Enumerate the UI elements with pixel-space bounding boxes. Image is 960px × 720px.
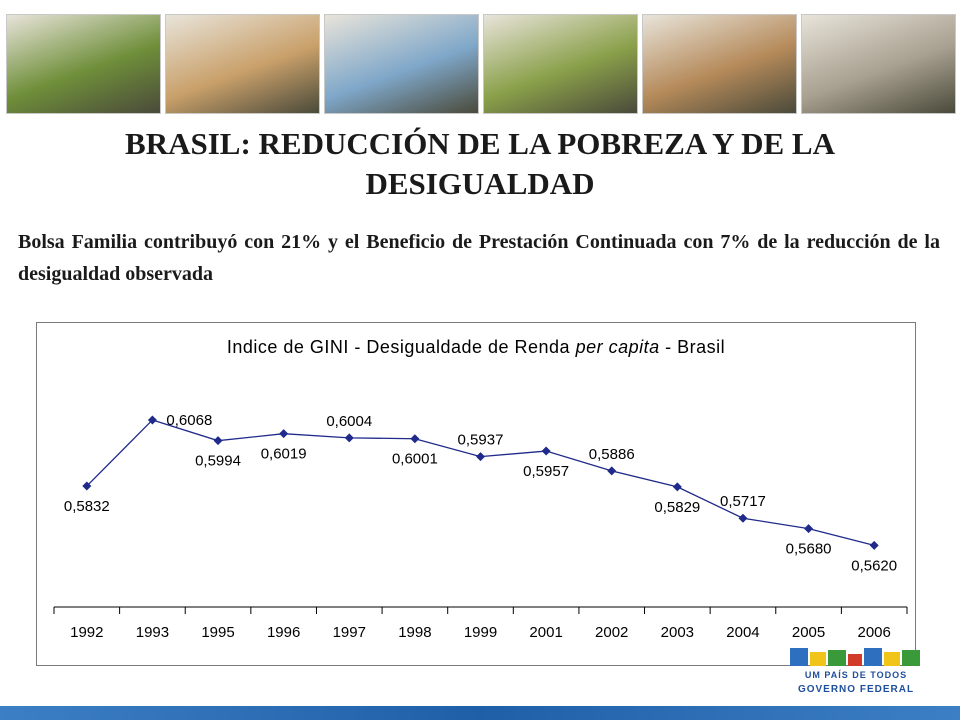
data-point-1995 bbox=[213, 436, 223, 446]
logo-line-2: GOVERNO FEDERAL bbox=[798, 684, 914, 695]
data-point-1998 bbox=[410, 434, 420, 444]
data-point-1992 bbox=[82, 481, 92, 491]
data-label-2005: 0,5680 bbox=[786, 541, 832, 558]
x-tick-label-1996: 1996 bbox=[267, 624, 300, 641]
data-point-2006 bbox=[869, 540, 879, 550]
x-tick-label-1995: 1995 bbox=[201, 624, 234, 641]
governo-federal-logo: UM PAÍS DE TODOS GOVERNO FEDERAL bbox=[790, 648, 920, 695]
data-point-1999 bbox=[476, 452, 485, 462]
data-point-1996 bbox=[279, 429, 289, 439]
data-label-1995: 0,5994 bbox=[195, 453, 241, 470]
data-label-1998: 0,6001 bbox=[392, 451, 438, 468]
x-tick-label-1992: 1992 bbox=[70, 624, 103, 641]
data-label-2004: 0,5717 bbox=[720, 493, 766, 510]
data-label-1999: 0,5937 bbox=[458, 432, 504, 449]
x-tick-label-1993: 1993 bbox=[136, 624, 169, 641]
data-label-2001: 0,5957 bbox=[523, 463, 569, 480]
gini-chart: Indice de GINI - Desigualdade de Renda p… bbox=[36, 322, 916, 666]
data-label-1997: 0,6004 bbox=[326, 413, 372, 430]
page-subtitle: Bolsa Familia contribuyó con 21% y el Be… bbox=[18, 231, 940, 285]
data-point-2001 bbox=[541, 446, 551, 456]
data-point-2005 bbox=[804, 524, 814, 534]
data-label-1996: 0,6019 bbox=[261, 446, 307, 463]
x-tick-label-2003: 2003 bbox=[661, 624, 694, 641]
x-tick-label-1999: 1999 bbox=[464, 624, 497, 641]
chart-title-part-2: per capita bbox=[575, 337, 660, 357]
data-point-2003 bbox=[672, 482, 682, 492]
logo-line-1: UM PAÍS DE TODOS bbox=[805, 670, 907, 680]
photo-strip bbox=[0, 0, 960, 120]
bottom-bar bbox=[0, 706, 960, 720]
x-tick-label-2006: 2006 bbox=[858, 624, 891, 641]
data-label-1992: 0,5832 bbox=[64, 498, 110, 515]
x-tick-label-1997: 1997 bbox=[333, 624, 366, 641]
data-point-1997 bbox=[344, 433, 354, 443]
data-label-2006: 0,5620 bbox=[851, 557, 897, 574]
classroom-children-photo bbox=[642, 14, 797, 114]
chart-title-part-1: Indice de GINI - Desigualdade de Renda bbox=[227, 337, 576, 357]
data-point-2004 bbox=[738, 513, 748, 523]
water-tap-photo bbox=[324, 14, 479, 114]
man-cow-photo bbox=[801, 14, 956, 114]
data-label-1993: 0,6068 bbox=[166, 412, 212, 429]
farmer-field-photo bbox=[6, 14, 161, 114]
x-tick-label-2004: 2004 bbox=[726, 624, 759, 641]
data-point-2002 bbox=[607, 466, 617, 476]
chart-title: Indice de GINI - Desigualdade de Renda p… bbox=[227, 337, 725, 357]
data-label-2002: 0,5886 bbox=[589, 446, 635, 463]
woman-field-photo bbox=[483, 14, 638, 114]
x-tick-label-1998: 1998 bbox=[398, 624, 431, 641]
x-tick-label-2005: 2005 bbox=[792, 624, 825, 641]
chart-title-part-3: - Brasil bbox=[660, 337, 726, 357]
page-title: BRASIL: REDUCCIÓN DE LA POBREZA Y DE LA … bbox=[125, 126, 835, 201]
gini-line-chart: Indice de GINI - Desigualdade de Renda p… bbox=[53, 337, 908, 641]
x-tick-label-2002: 2002 bbox=[595, 624, 628, 641]
data-point-1993 bbox=[147, 415, 157, 425]
x-tick-label-2001: 2001 bbox=[529, 624, 562, 641]
children-reading-photo bbox=[165, 14, 320, 114]
data-label-2003: 0,5829 bbox=[654, 499, 700, 516]
